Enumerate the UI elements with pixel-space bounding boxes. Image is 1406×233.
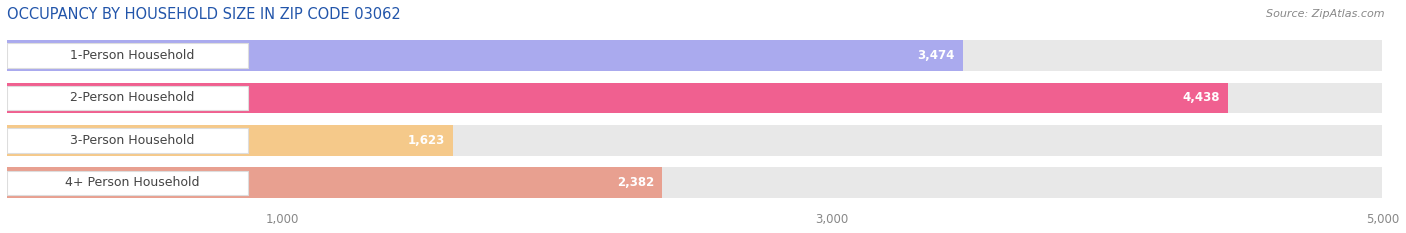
Bar <box>7 168 1382 198</box>
Bar <box>7 40 963 71</box>
Bar <box>7 83 1227 113</box>
Text: 3-Person Household: 3-Person Household <box>70 134 194 147</box>
Text: 1,623: 1,623 <box>408 134 446 147</box>
Bar <box>7 125 1382 156</box>
Text: 3,474: 3,474 <box>917 49 955 62</box>
Bar <box>7 40 1382 71</box>
Text: 2-Person Household: 2-Person Household <box>70 91 194 104</box>
Text: 2,382: 2,382 <box>617 176 654 189</box>
Text: 4,438: 4,438 <box>1182 91 1219 104</box>
Bar <box>7 43 247 68</box>
Text: Source: ZipAtlas.com: Source: ZipAtlas.com <box>1267 9 1385 19</box>
Bar <box>7 168 662 198</box>
Text: 4+ Person Household: 4+ Person Household <box>65 176 200 189</box>
Text: 1-Person Household: 1-Person Household <box>70 49 194 62</box>
Text: OCCUPANCY BY HOUSEHOLD SIZE IN ZIP CODE 03062: OCCUPANCY BY HOUSEHOLD SIZE IN ZIP CODE … <box>7 7 401 22</box>
Bar <box>7 128 247 153</box>
Bar <box>7 83 1382 113</box>
Bar <box>7 171 247 195</box>
Bar <box>7 86 247 110</box>
Bar <box>7 125 453 156</box>
